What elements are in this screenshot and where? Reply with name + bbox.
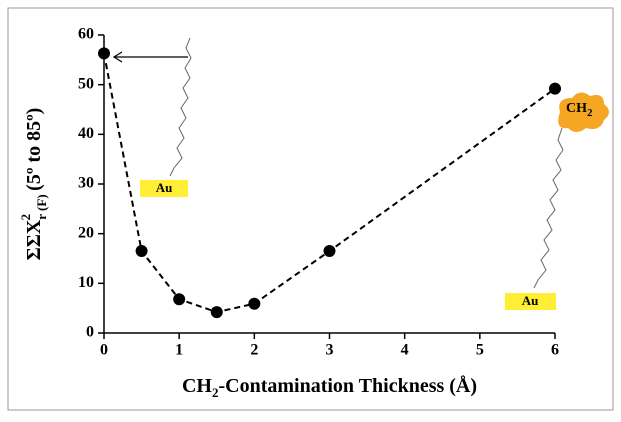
molecule-chain	[533, 127, 564, 289]
x-label-main: CH	[182, 375, 212, 397]
y-axis-label: ΣΣXr (F)2 (5º to 85º)	[18, 108, 49, 261]
cloud-label: CH2	[566, 101, 593, 119]
data-point	[135, 245, 148, 258]
chart-border	[7, 7, 614, 411]
au-substrate	[505, 293, 556, 310]
ch2-cloud	[558, 92, 609, 132]
y-label-sub: r (F)	[34, 194, 49, 219]
molecule-chain	[169, 37, 192, 177]
y-label-rest: (5º to 85º)	[23, 108, 45, 196]
y-label-sup: 2	[18, 214, 33, 221]
annotation: Au	[156, 180, 173, 195]
data-point	[323, 245, 336, 258]
y-tick-label: 10	[78, 274, 94, 291]
arrow-head	[112, 51, 123, 63]
data-point	[173, 293, 186, 306]
x-tick-label: 5	[476, 342, 484, 359]
x-label-sub: 2	[212, 385, 219, 400]
y-tick-label: 20	[78, 224, 94, 241]
y-tick-label: 40	[78, 125, 94, 142]
cloud-sub: 2	[587, 107, 593, 119]
data-point	[98, 47, 110, 60]
cloud-main: CH	[566, 101, 587, 116]
x-label-rest: -Contamination Thickness (Å)	[218, 374, 477, 397]
y-label-main: ΣΣX	[23, 219, 45, 260]
x-tick-label: 6	[551, 342, 559, 359]
au-substrate	[140, 180, 188, 197]
x-tick-label: 2	[250, 342, 258, 359]
data-point	[248, 297, 261, 310]
annotation: Au	[522, 293, 539, 308]
y-tick-label: 30	[78, 175, 94, 192]
x-tick-label: 4	[401, 342, 409, 359]
y-tick-label: 50	[78, 75, 94, 92]
x-tick-label: 0	[100, 342, 108, 359]
y-tick-label: 60	[78, 26, 94, 43]
data-point	[549, 82, 561, 95]
y-tick-label: 0	[86, 324, 94, 341]
data-point	[210, 306, 223, 319]
x-tick-label: 1	[175, 342, 183, 359]
x-tick-label: 3	[326, 342, 334, 359]
x-axis-label: CH2-Contamination Thickness (Å)	[182, 374, 477, 400]
